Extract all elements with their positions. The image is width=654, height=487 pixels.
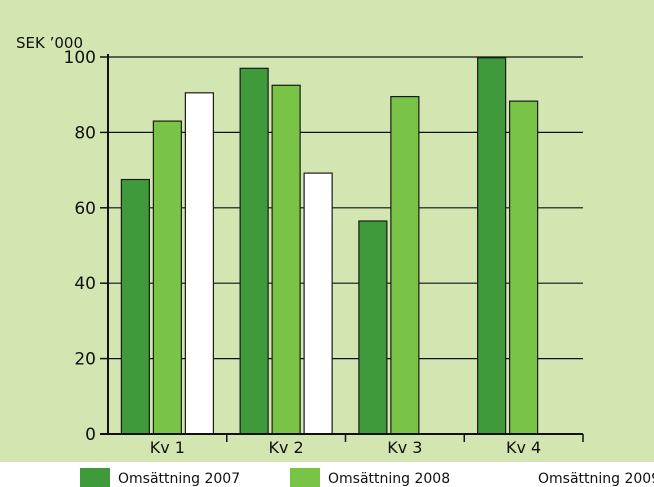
y-tick-label-100: 100: [64, 48, 96, 68]
x-tick-label-3: Kv 3: [387, 438, 422, 457]
bar-1-3: [184, 92, 214, 435]
bar-3-1: [358, 220, 388, 435]
bar-4-1: [477, 57, 507, 435]
bar-4-2: [509, 100, 539, 435]
x-tick-label-4: Kv 4: [506, 438, 541, 457]
bars: [120, 57, 539, 435]
y-tick-label-40: 40: [74, 274, 96, 294]
bar-2-3: [303, 172, 333, 435]
y-tick-label-20: 20: [74, 350, 96, 370]
y-tick-label-80: 80: [74, 123, 96, 143]
legend-label-2: Omsättning 2008: [328, 471, 450, 487]
bar-3-2: [390, 95, 420, 435]
y-axis-ticks: 0 20 40 60 80 100: [64, 48, 108, 445]
legend-label-1: Omsättning 2007: [118, 471, 240, 487]
legend-swatch-3: [500, 468, 530, 487]
x-tick-label-1: Kv 1: [150, 438, 185, 457]
axes: [100, 54, 583, 435]
legend-swatch-1: [80, 468, 110, 487]
bar-2-1: [239, 67, 269, 435]
x-tick-label-2: Kv 2: [269, 438, 304, 457]
x-axis-ticks: Kv 1 Kv 2 Kv 3 Kv 4: [150, 434, 584, 457]
y-axis-label: SEK ’000: [16, 34, 83, 52]
bar-1-1: [120, 178, 150, 435]
bar-1-2: [152, 120, 182, 435]
y-tick-label-0: 0: [85, 425, 96, 445]
bar-2-2: [271, 84, 301, 435]
legend-label-3: Omsättning 2009: [538, 471, 654, 487]
y-tick-label-60: 60: [74, 199, 96, 219]
legend-swatch-2: [290, 468, 320, 487]
legend: Omsättning 2007 Omsättning 2008 Omsättning…: [80, 468, 654, 487]
